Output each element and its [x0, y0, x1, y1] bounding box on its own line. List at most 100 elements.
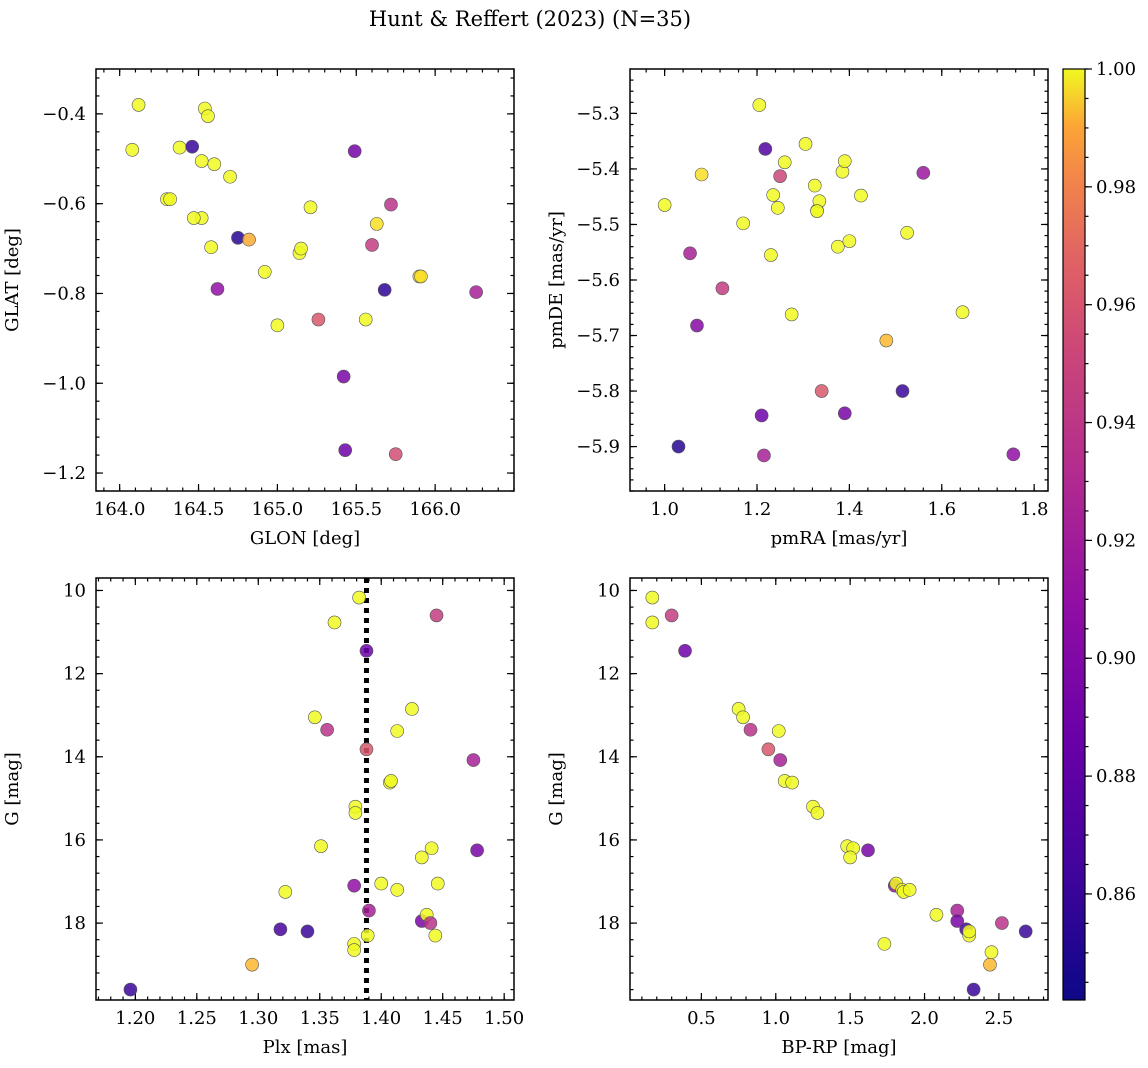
x-tick-label: 166.0	[409, 499, 461, 520]
panel-plx-g: 1.20 1.25 1.30 1.35 1.40 1.45 1.50 10 12 14 16 18 Pl…	[2, 577, 524, 1058]
colorbar-tick-label: 0.98	[1096, 177, 1136, 198]
scatter-point	[359, 742, 374, 757]
scatter-point	[736, 216, 750, 231]
scatter-point	[424, 841, 439, 856]
y-tick-label: 12	[63, 664, 86, 685]
y-tick-label: 16	[63, 830, 86, 851]
axes-frame	[629, 577, 1049, 1001]
x-axis-label: Plx [mas]	[263, 1037, 348, 1058]
scatter-point	[694, 167, 709, 182]
x-tick-label: 1.8	[1020, 499, 1049, 520]
colorbar-tick-label: 0.90	[1096, 648, 1136, 669]
scatter-points	[123, 578, 484, 1000]
x-tick-label: 1.50	[484, 1008, 524, 1029]
scatter-point	[645, 615, 660, 630]
y-axis-label: GLAT [deg]	[2, 228, 23, 332]
scatter-point	[784, 307, 799, 322]
scatter-point	[242, 232, 256, 247]
scatter-point	[245, 957, 259, 972]
scatter-point	[785, 775, 799, 790]
colorbar-ticks: 0.86 0.88 0.90 0.92 0.94 0.96 0.98 1.00	[1085, 59, 1136, 983]
scatter-point	[362, 903, 376, 918]
scatter-point	[895, 384, 910, 398]
x-tick-label: 1.35	[300, 1008, 340, 1029]
scatter-point	[377, 283, 392, 297]
x-axis-label: pmRA [mas/yr]	[771, 528, 908, 549]
scatter-point	[715, 281, 730, 296]
scatter-point	[347, 144, 362, 158]
y-tick-label: 18	[597, 913, 620, 934]
scatter-point	[773, 753, 788, 767]
y-tick-label: 12	[597, 664, 620, 685]
scatter-point	[204, 240, 218, 255]
scatter-point	[163, 192, 177, 206]
axes-frame	[95, 577, 515, 1001]
scatter-point	[683, 246, 697, 261]
x-tick-label: 164.5	[173, 499, 225, 520]
scatter-point	[123, 982, 138, 997]
scatter-point	[172, 140, 187, 155]
scatter-point	[766, 188, 780, 202]
colorbar: 0.86 0.88 0.90 0.92 0.94 0.96 0.98 1.00	[1062, 59, 1136, 1001]
scatter-point	[1018, 924, 1033, 939]
scatter-point	[466, 753, 481, 767]
x-tick-label: 1.6	[927, 499, 956, 520]
scatter-point	[678, 643, 692, 658]
scatter-point	[390, 724, 405, 738]
scatter-point	[374, 876, 389, 891]
scatter-point	[257, 265, 272, 279]
x-tick-label: 1.20	[115, 1008, 155, 1029]
scatter-point	[879, 333, 894, 348]
scatter-point	[131, 98, 146, 112]
scatter-point	[358, 312, 373, 327]
scatter-point	[210, 282, 225, 296]
scatter-point	[308, 710, 322, 725]
scatter-point	[423, 916, 438, 930]
scatter-point	[950, 914, 965, 928]
scatter-point	[194, 154, 209, 168]
scatter-point	[690, 318, 704, 333]
colorbar-gradient	[1062, 68, 1086, 1001]
scatter-point	[365, 238, 379, 252]
y-axis-label: pmDE [mas/yr]	[546, 211, 567, 349]
x-tick-label: 0.5	[687, 1008, 716, 1029]
x-tick-label: 2.5	[985, 1008, 1014, 1029]
x-tick-label: 1.30	[238, 1008, 278, 1029]
scatter-point	[125, 143, 140, 157]
scatter-point	[470, 843, 484, 858]
x-tick-label: 1.0	[761, 1008, 790, 1029]
panel-pmra-pmde: 1.0 1.2 1.4 1.6 1.8 −5.3 −5.4 −5.5 −5.6 −5.7 −5.8 −…	[546, 68, 1049, 549]
scatter-point	[645, 590, 660, 605]
scatter-point	[983, 957, 997, 972]
scatter-point	[338, 443, 353, 457]
scatter-point	[810, 806, 825, 820]
x-tick-label: 1.40	[361, 1008, 401, 1029]
scatter-point	[843, 850, 857, 865]
scatter-point	[270, 318, 285, 333]
scatter-point	[798, 137, 813, 151]
y-axis-label: G [mag]	[546, 752, 567, 825]
x-tick-label: 1.2	[743, 499, 772, 520]
colorbar-tick-label: 0.96	[1096, 295, 1136, 316]
scatter-point	[752, 98, 767, 112]
scatter-point	[278, 885, 293, 899]
scatter-point	[186, 211, 201, 225]
scatter-point	[929, 907, 944, 922]
scatter-point	[384, 774, 398, 788]
scatter-point	[405, 702, 419, 716]
scatter-point	[854, 188, 868, 203]
y-tick-label: −1.0	[42, 373, 86, 394]
scatter-point	[962, 924, 976, 939]
scatter-point	[995, 916, 1009, 930]
scatter-point	[294, 241, 308, 256]
colorbar-tick-label: 1.00	[1096, 59, 1136, 80]
scatter-point	[842, 234, 857, 248]
y-tick-label: −5.4	[576, 159, 620, 180]
scatter-point	[388, 447, 403, 461]
scatter-point	[837, 154, 852, 168]
scatter-point	[429, 608, 444, 623]
scatter-point	[359, 643, 374, 658]
y-tick-label: 10	[63, 580, 86, 601]
scatter-point	[754, 408, 769, 423]
